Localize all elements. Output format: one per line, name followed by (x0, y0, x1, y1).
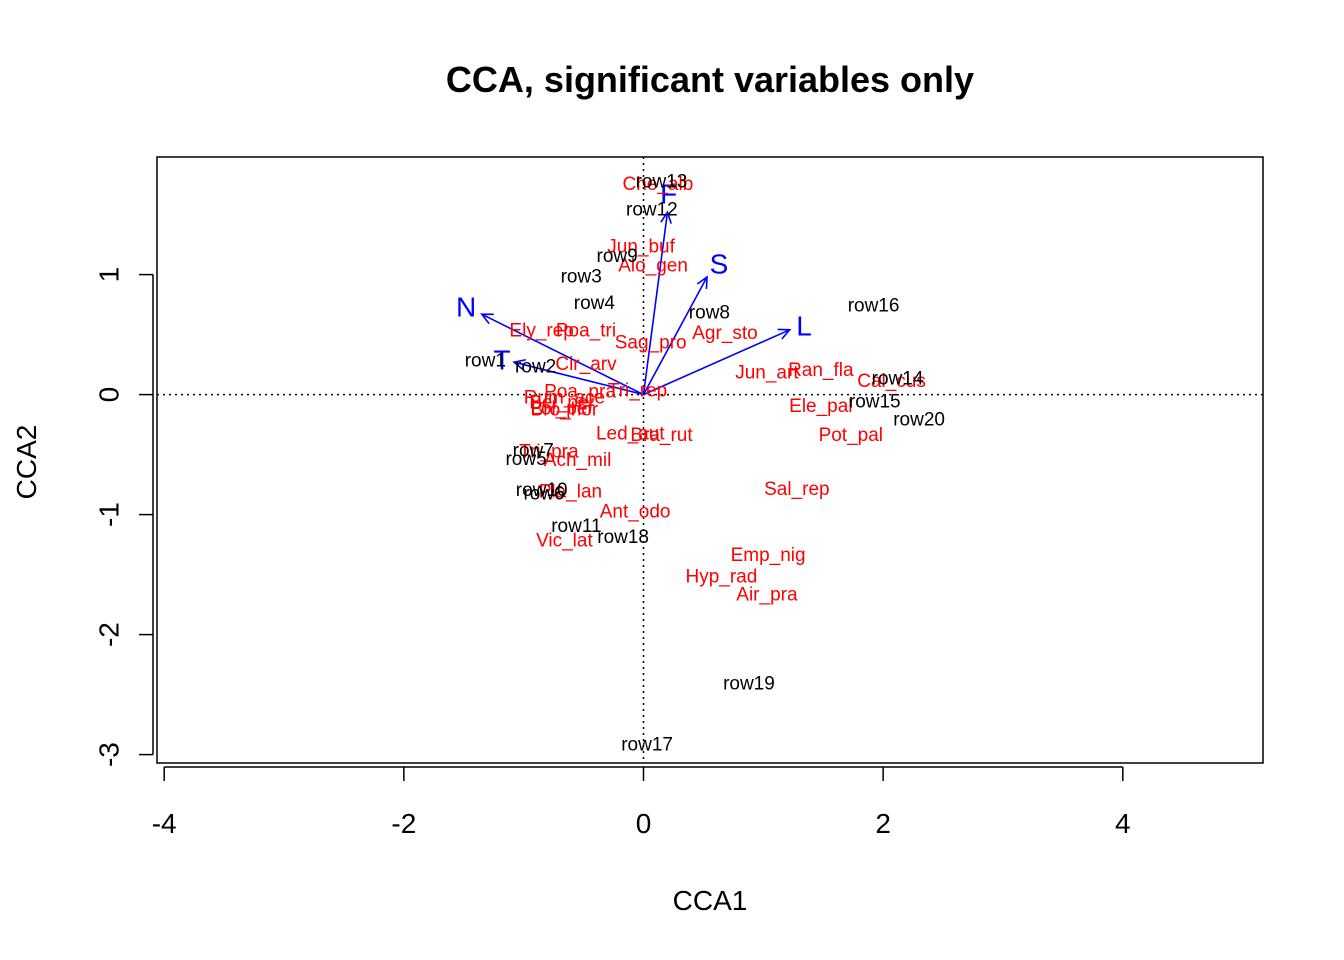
species-labels: Ach_mil Agr_sto Air_pra Alo_gen Ant_odo Bel_p… (509, 174, 925, 605)
site-point: row9 (597, 246, 638, 267)
arrow-shaft (642, 212, 669, 395)
x-axis-label: CCA1 (673, 885, 748, 916)
species-point: Alo_gen (618, 256, 688, 277)
site-labels: row1 row2 row3 row4 row5 row6 row7 row8 row9 row1… (465, 172, 945, 756)
site-point: row17 (621, 735, 673, 756)
arrow-shaft (642, 276, 708, 395)
arrow-head (696, 275, 708, 290)
species-point: Che_alb (622, 174, 693, 195)
species-point: Rum_ace (524, 388, 605, 409)
species-point: Poa_tri (556, 321, 616, 342)
y-axis: -3 -2 -1 0 1 (94, 267, 154, 767)
biplot-arrow-S: S (642, 248, 729, 395)
biplot-arrow-T: T (494, 344, 644, 396)
y-tick-label: -1 (94, 502, 125, 527)
species-point: Sag_pro (615, 333, 687, 354)
site-point: row4 (574, 293, 616, 314)
site-point: row8 (689, 303, 730, 324)
arrow-shaft (643, 329, 791, 396)
species-point: Ran_fla (788, 360, 854, 381)
site-point: row19 (723, 673, 775, 694)
x-axis: -4 -2 0 2 4 (152, 766, 1131, 839)
species-point: Cir_arv (555, 354, 617, 375)
site-point: row13 (636, 172, 688, 193)
biplot-arrows: NT F S L (456, 179, 812, 396)
y-axis-label: CCA2 (11, 425, 42, 500)
biplot-arrow-L: L (643, 311, 812, 396)
species-point: Ely_rep (509, 321, 573, 342)
x-tick-label: -4 (152, 808, 177, 839)
site-point: row14 (872, 369, 924, 390)
species-point: Bro_hor (531, 400, 599, 421)
site-point: row20 (893, 409, 945, 430)
species-point: Vic_lat (536, 531, 593, 552)
arrow-label: L (796, 311, 812, 342)
arrow-label: S (710, 248, 729, 279)
site-point: row1 (465, 351, 506, 372)
species-point: Air_pra (736, 585, 798, 606)
arrow-label: T (494, 344, 511, 375)
site-point: row16 (848, 295, 900, 316)
species-point: Lol_per (530, 399, 594, 420)
x-tick-label: 4 (1115, 808, 1131, 839)
reference-lines (157, 157, 1263, 763)
species-point: Pla_lan (539, 481, 602, 502)
plot-frame (156, 156, 1264, 764)
biplot-arrow-F: F (642, 179, 677, 395)
x-tick-label: 2 (875, 808, 891, 839)
species-point: Ach_mil (544, 450, 612, 471)
arrow-head (660, 210, 672, 224)
biplot-arrow-N: N (456, 292, 644, 396)
arrow-label: N (456, 292, 476, 323)
species-point: Tri_rep (608, 381, 667, 402)
site-point: row3 (561, 267, 602, 288)
arrow-head (777, 328, 792, 340)
x-tick-label: -2 (391, 808, 416, 839)
site-point: row12 (626, 199, 678, 220)
site-point: row5 (505, 449, 546, 470)
y-tick-label: -3 (94, 742, 125, 767)
x-tick-label: 0 (636, 808, 652, 839)
site-point: row2 (515, 357, 556, 378)
species-point: Emp_nig (731, 545, 806, 566)
site-point: row10 (516, 480, 568, 501)
site-point: row15 (849, 391, 901, 412)
arrow-shaft (513, 361, 644, 396)
arrow-head (512, 358, 526, 371)
species-point: Bra_rut (630, 425, 693, 446)
site-point: row7 (513, 441, 554, 462)
species-point: Sal_rep (764, 479, 830, 500)
species-point: Agr_sto (692, 323, 757, 344)
arrow-label: F (660, 179, 677, 210)
species-point: Bel_per (529, 393, 595, 414)
site-point: row11 (551, 516, 601, 537)
site-point: row6 (523, 484, 564, 505)
species-point: Hyp_rad (685, 567, 757, 588)
species-point: Jun_buf (607, 237, 675, 258)
y-tick-label: 0 (94, 387, 125, 403)
arrow-head (480, 313, 494, 325)
species-point: Ele_pal (789, 396, 852, 417)
species-point: Tri_pra (519, 442, 579, 463)
species-point: Cal_cus (857, 371, 926, 392)
y-tick-label: 1 (94, 267, 125, 283)
y-tick-label: -2 (94, 622, 125, 647)
chart-title: CCA, significant variables only (446, 59, 974, 100)
site-point: row18 (597, 527, 649, 548)
species-point: Jun_art (735, 363, 799, 384)
species-point: Pot_pal (819, 425, 883, 446)
species-point: Led_aut (596, 424, 665, 445)
arrow-shaft (481, 313, 644, 396)
species-point: Poa_pra (544, 382, 616, 403)
species-point: Ant_odo (600, 502, 671, 523)
